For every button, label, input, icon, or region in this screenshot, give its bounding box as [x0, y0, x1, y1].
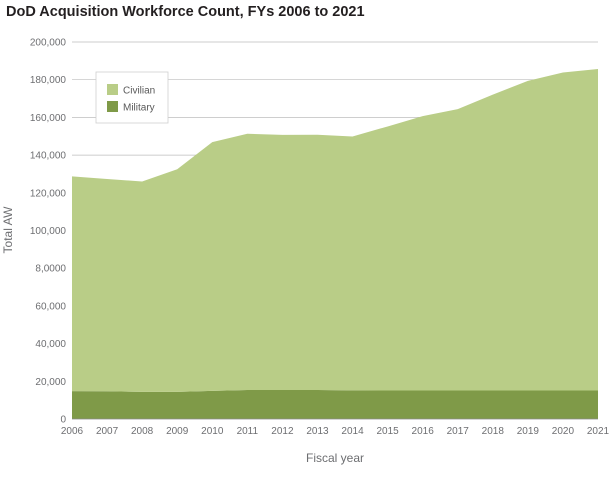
x-tick-label: 2014 — [341, 426, 364, 437]
y-tick-label: 140,000 — [30, 151, 67, 162]
x-tick-label: 2015 — [376, 426, 399, 437]
x-tick-label: 2013 — [306, 426, 329, 437]
y-tick-label: 160,000 — [30, 113, 67, 124]
x-tick-label: 2018 — [482, 426, 505, 437]
x-tick-label: 2019 — [517, 426, 540, 437]
y-tick-label: 60,000 — [35, 301, 66, 312]
y-tick-label: 40,000 — [35, 339, 66, 350]
y-tick-label: 100,000 — [30, 226, 67, 237]
y-tick-label: 20,000 — [35, 377, 66, 388]
legend-swatch-civilian — [107, 84, 118, 95]
x-tick-label: 2009 — [166, 426, 189, 437]
y-tick-label: 0 — [60, 415, 66, 426]
x-tick-label: 2016 — [412, 426, 435, 437]
x-tick-label: 2006 — [61, 426, 84, 437]
chart-title: DoD Acquisition Workforce Count, FYs 200… — [6, 4, 365, 20]
x-tick-label: 2012 — [271, 426, 294, 437]
legend-box — [95, 71, 169, 124]
legend-label-military: Military — [123, 103, 155, 114]
legend: Civilian Military — [95, 71, 169, 124]
legend-swatch-military — [107, 101, 118, 112]
x-tick-label: 2007 — [96, 426, 119, 437]
x-tick-label: 2010 — [201, 426, 224, 437]
data-areas — [72, 68, 598, 419]
y-tick-label: 120,000 — [30, 188, 67, 199]
x-tick-label: 2017 — [447, 426, 470, 437]
area-series-civilian — [72, 68, 598, 392]
x-axis-label: Fiscal year — [306, 451, 364, 465]
y-tick-label: 8,0000 — [35, 264, 66, 275]
area-series-military — [72, 389, 598, 419]
axes: 0 20,000 40,000 60,000 8,0000 100,000 120,000 1… — [30, 38, 610, 438]
legend-label-civilian: Civilian — [123, 86, 155, 97]
y-tick-label: 180,000 — [30, 75, 67, 86]
y-tick-label: 200,000 — [30, 38, 67, 49]
x-tick-label: 2011 — [237, 426, 259, 437]
x-tick-label: 2021 — [587, 426, 610, 437]
x-tick-label: 2008 — [131, 426, 154, 437]
y-axis-label: Total AW — [1, 206, 15, 254]
x-tick-label: 2020 — [552, 426, 575, 437]
